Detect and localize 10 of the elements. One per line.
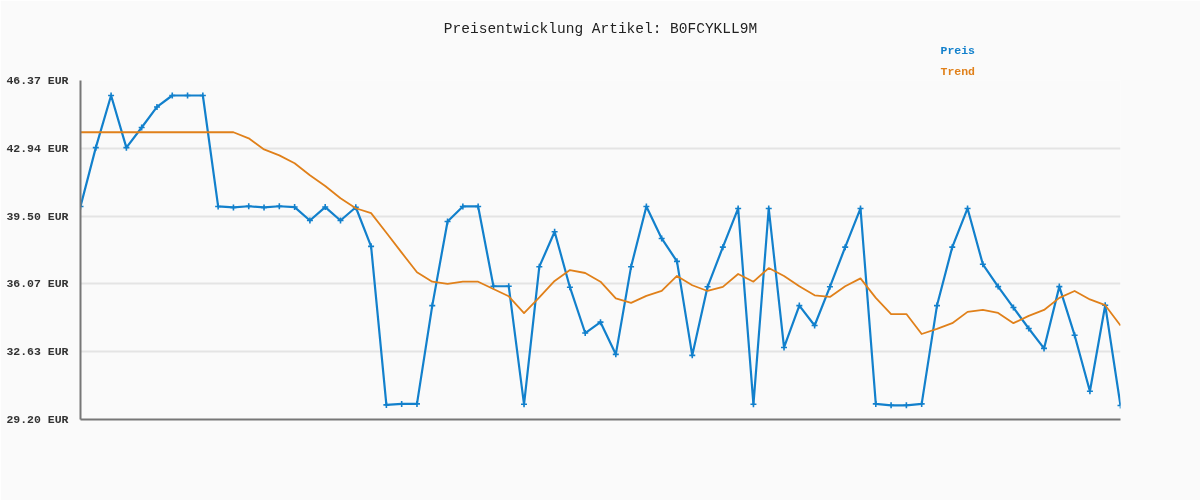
y-tick-label: 46.37 EUR [6,74,69,87]
text: Trend [940,64,976,78]
y-tick-label: 42.94 EUR [6,141,69,155]
y-tick-label: 36.07 EUR [6,277,69,291]
y-tick-label: 39.50 EUR [6,209,69,223]
text: Preis [940,43,976,57]
y-tick-label: 29.20 EUR [6,413,69,426]
chart-title: Preisentwicklung Artikel: B0FCYKLL9M [443,20,758,37]
y-tick-label: 32.63 EUR [6,345,69,359]
line-series [80,131,1121,335]
